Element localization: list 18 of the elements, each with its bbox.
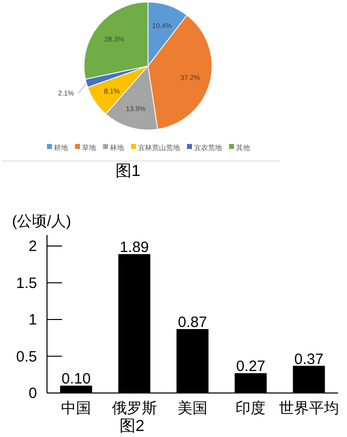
data-label: 1.89 <box>120 239 149 256</box>
y-tick-label: 0 <box>28 385 37 402</box>
y-tick-label: 1 <box>28 312 37 329</box>
data-label: 0.27 <box>236 358 266 376</box>
x-tick-label: 美国 <box>178 400 208 417</box>
y-tick-label: 1.5 <box>16 274 37 292</box>
y-tick-label: 2 <box>28 238 37 256</box>
y-tick-label: 0.5 <box>16 348 37 366</box>
text: 图2 <box>120 418 145 435</box>
x-tick-label: 中国 <box>61 400 92 417</box>
x-tick-label: 印度 <box>236 400 266 417</box>
data-label: 0.10 <box>62 370 91 388</box>
data-label: 0.87 <box>178 314 208 332</box>
text: 图1 <box>116 163 141 180</box>
y-axis-title: (公顷/人) <box>12 213 72 230</box>
x-tick-label: 世界平均 <box>278 400 339 417</box>
data-label: 0.37 <box>294 350 324 368</box>
x-tick-label: 俄罗斯 <box>112 400 157 417</box>
